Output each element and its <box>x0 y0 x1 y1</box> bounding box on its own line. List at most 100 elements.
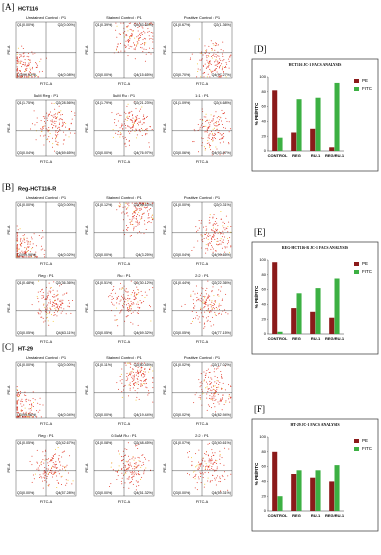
event-dot <box>214 45 216 47</box>
event-dot <box>18 394 20 396</box>
event-dot <box>210 55 212 57</box>
event-dot <box>221 109 223 111</box>
event-dot <box>29 69 31 71</box>
event-dot <box>60 464 62 466</box>
event-dot <box>222 138 224 140</box>
event-dot <box>129 306 131 308</box>
event-dot <box>131 473 133 475</box>
event-dot <box>127 442 129 444</box>
event-dot <box>53 314 55 316</box>
event-dot <box>112 129 114 131</box>
event-dot <box>128 112 130 114</box>
event-dot <box>152 370 154 372</box>
event-dot <box>214 122 216 124</box>
event-dot <box>210 407 212 409</box>
event-dot <box>211 316 213 318</box>
event-dot <box>46 295 48 297</box>
event-dot <box>44 467 46 469</box>
event-dot <box>198 151 200 153</box>
event-dot <box>200 52 202 54</box>
event-dot <box>137 204 139 206</box>
event-dot <box>207 307 209 309</box>
event-dot <box>126 449 128 451</box>
event-dot <box>69 132 71 134</box>
event-dot <box>222 382 224 384</box>
event-dot <box>151 128 153 130</box>
event-dot <box>126 376 128 378</box>
event-dot <box>135 128 137 130</box>
event-dot <box>145 467 147 469</box>
event-dot <box>207 304 209 306</box>
event-dot <box>16 60 18 62</box>
event-dot <box>122 128 124 130</box>
event-dot <box>117 112 119 114</box>
event-dot <box>149 47 151 49</box>
event-dot <box>208 233 210 235</box>
event-dot <box>16 400 18 402</box>
event-dot <box>26 251 28 253</box>
event-dot <box>129 38 131 40</box>
event-dot <box>230 473 232 475</box>
event-dot <box>128 139 130 141</box>
event-dot <box>51 473 53 475</box>
event-dot <box>17 59 19 61</box>
event-dot <box>24 250 26 252</box>
event-dot <box>132 371 134 373</box>
event-dot <box>16 250 18 252</box>
event-dot <box>50 114 52 116</box>
event-dot <box>225 293 227 295</box>
event-dot <box>121 468 123 470</box>
event-dot <box>123 299 125 301</box>
plot-title: 5uM Ru : P1 <box>113 93 136 98</box>
axis-label: FITC-A <box>40 160 53 164</box>
event-dot <box>60 299 62 301</box>
event-dot <box>46 307 48 309</box>
event-dot <box>42 236 44 238</box>
event-dot <box>213 69 215 71</box>
event-dot <box>205 51 207 53</box>
event-dot <box>116 479 118 481</box>
event-dot <box>134 390 136 392</box>
event-dot <box>65 134 67 136</box>
event-dot <box>202 73 204 75</box>
event-dot <box>224 251 226 253</box>
quadrant-label: Q1(0.00%) <box>173 203 190 207</box>
event-dot <box>198 227 200 229</box>
event-dot <box>221 137 223 139</box>
event-dot <box>27 64 29 66</box>
event-dot <box>121 460 123 462</box>
event-dot <box>213 403 215 405</box>
event-dot <box>207 127 209 129</box>
event-dot <box>204 297 206 299</box>
event-dot <box>143 42 145 44</box>
event-dot <box>199 465 201 467</box>
quadrant-label: Q4(77.15%) <box>212 331 231 335</box>
event-dot <box>20 76 22 78</box>
event-dot <box>43 253 45 255</box>
event-dot <box>59 307 61 309</box>
event-dot <box>204 63 206 65</box>
axis-label: FITC-A <box>40 340 53 344</box>
event-dot <box>32 398 34 400</box>
event-dot <box>144 368 146 370</box>
event-dot <box>49 292 51 294</box>
event-dot <box>55 303 57 305</box>
event-dot <box>226 227 228 229</box>
event-dot <box>205 229 207 231</box>
event-dot <box>196 296 198 298</box>
event-dot <box>211 398 213 400</box>
event-dot <box>49 311 51 313</box>
event-dot <box>207 235 209 237</box>
event-dot <box>142 454 144 456</box>
event-dot <box>51 457 53 459</box>
event-dot <box>212 224 214 226</box>
event-dot <box>141 476 143 478</box>
event-dot <box>137 303 139 305</box>
event-dot <box>49 312 51 314</box>
event-dot <box>137 372 139 374</box>
event-dot <box>214 232 216 234</box>
event-dot <box>147 31 149 33</box>
event-dot <box>56 290 58 292</box>
event-dot <box>208 388 210 390</box>
event-dot <box>221 376 223 378</box>
